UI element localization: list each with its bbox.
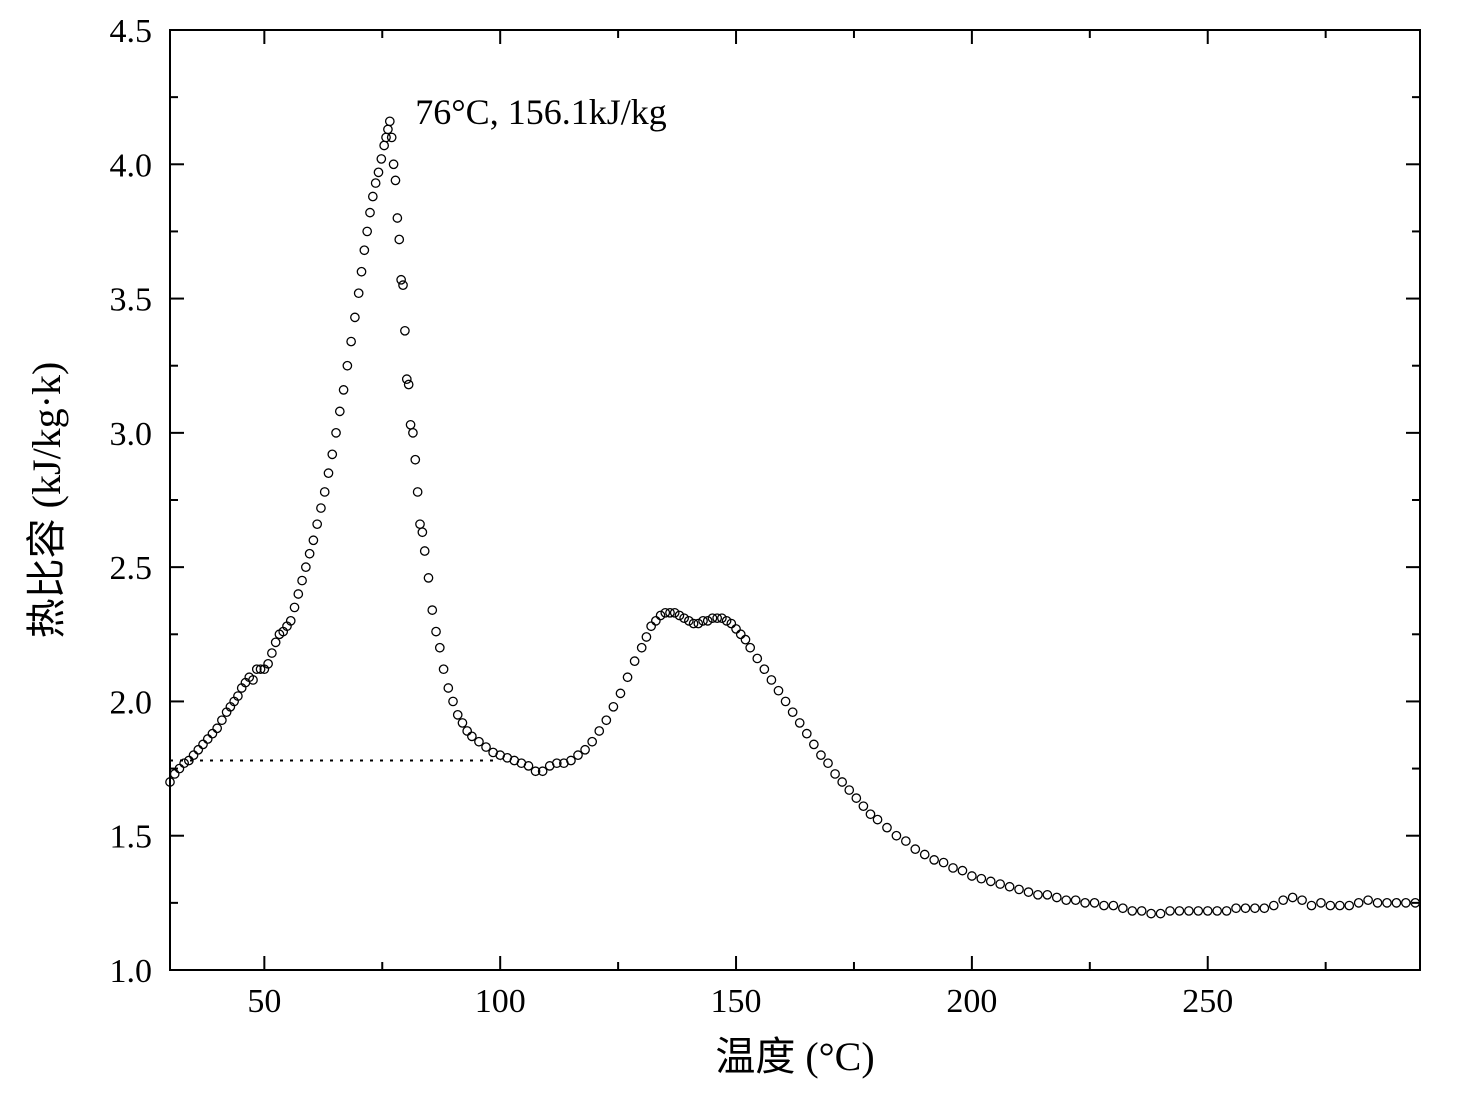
x-tick-label: 50 bbox=[247, 983, 281, 1020]
y-tick-label: 4.5 bbox=[110, 13, 153, 50]
y-axis-label: 热比容 (kJ/kg·k) bbox=[24, 362, 69, 639]
x-tick-label: 150 bbox=[711, 983, 762, 1020]
y-tick-label: 4.0 bbox=[110, 147, 153, 184]
peak-annotation: 76°C, 156.1kJ/kg bbox=[415, 92, 666, 132]
x-tick-label: 200 bbox=[946, 983, 997, 1020]
x-tick-label: 250 bbox=[1182, 983, 1233, 1020]
dsc-chart: 50 100 150 200 250 1.0 1.5 2.0 2.5 3.0 3.5 4.0 4.5 温度… bbox=[0, 0, 1463, 1103]
y-tick-label: 2.5 bbox=[110, 550, 153, 587]
x-axis-label: 温度 (°C) bbox=[715, 1034, 874, 1079]
y-tick-label: 1.5 bbox=[110, 819, 153, 856]
y-tick-label: 3.5 bbox=[110, 282, 153, 319]
x-tick-label: 100 bbox=[475, 983, 526, 1020]
y-tick-label: 3.0 bbox=[110, 416, 153, 453]
y-tick-label: 2.0 bbox=[110, 684, 153, 721]
y-tick-label: 1.0 bbox=[110, 953, 153, 990]
chart-svg: 50 100 150 200 250 1.0 1.5 2.0 2.5 3.0 3.5 4.0 4.5 温度… bbox=[0, 0, 1463, 1103]
